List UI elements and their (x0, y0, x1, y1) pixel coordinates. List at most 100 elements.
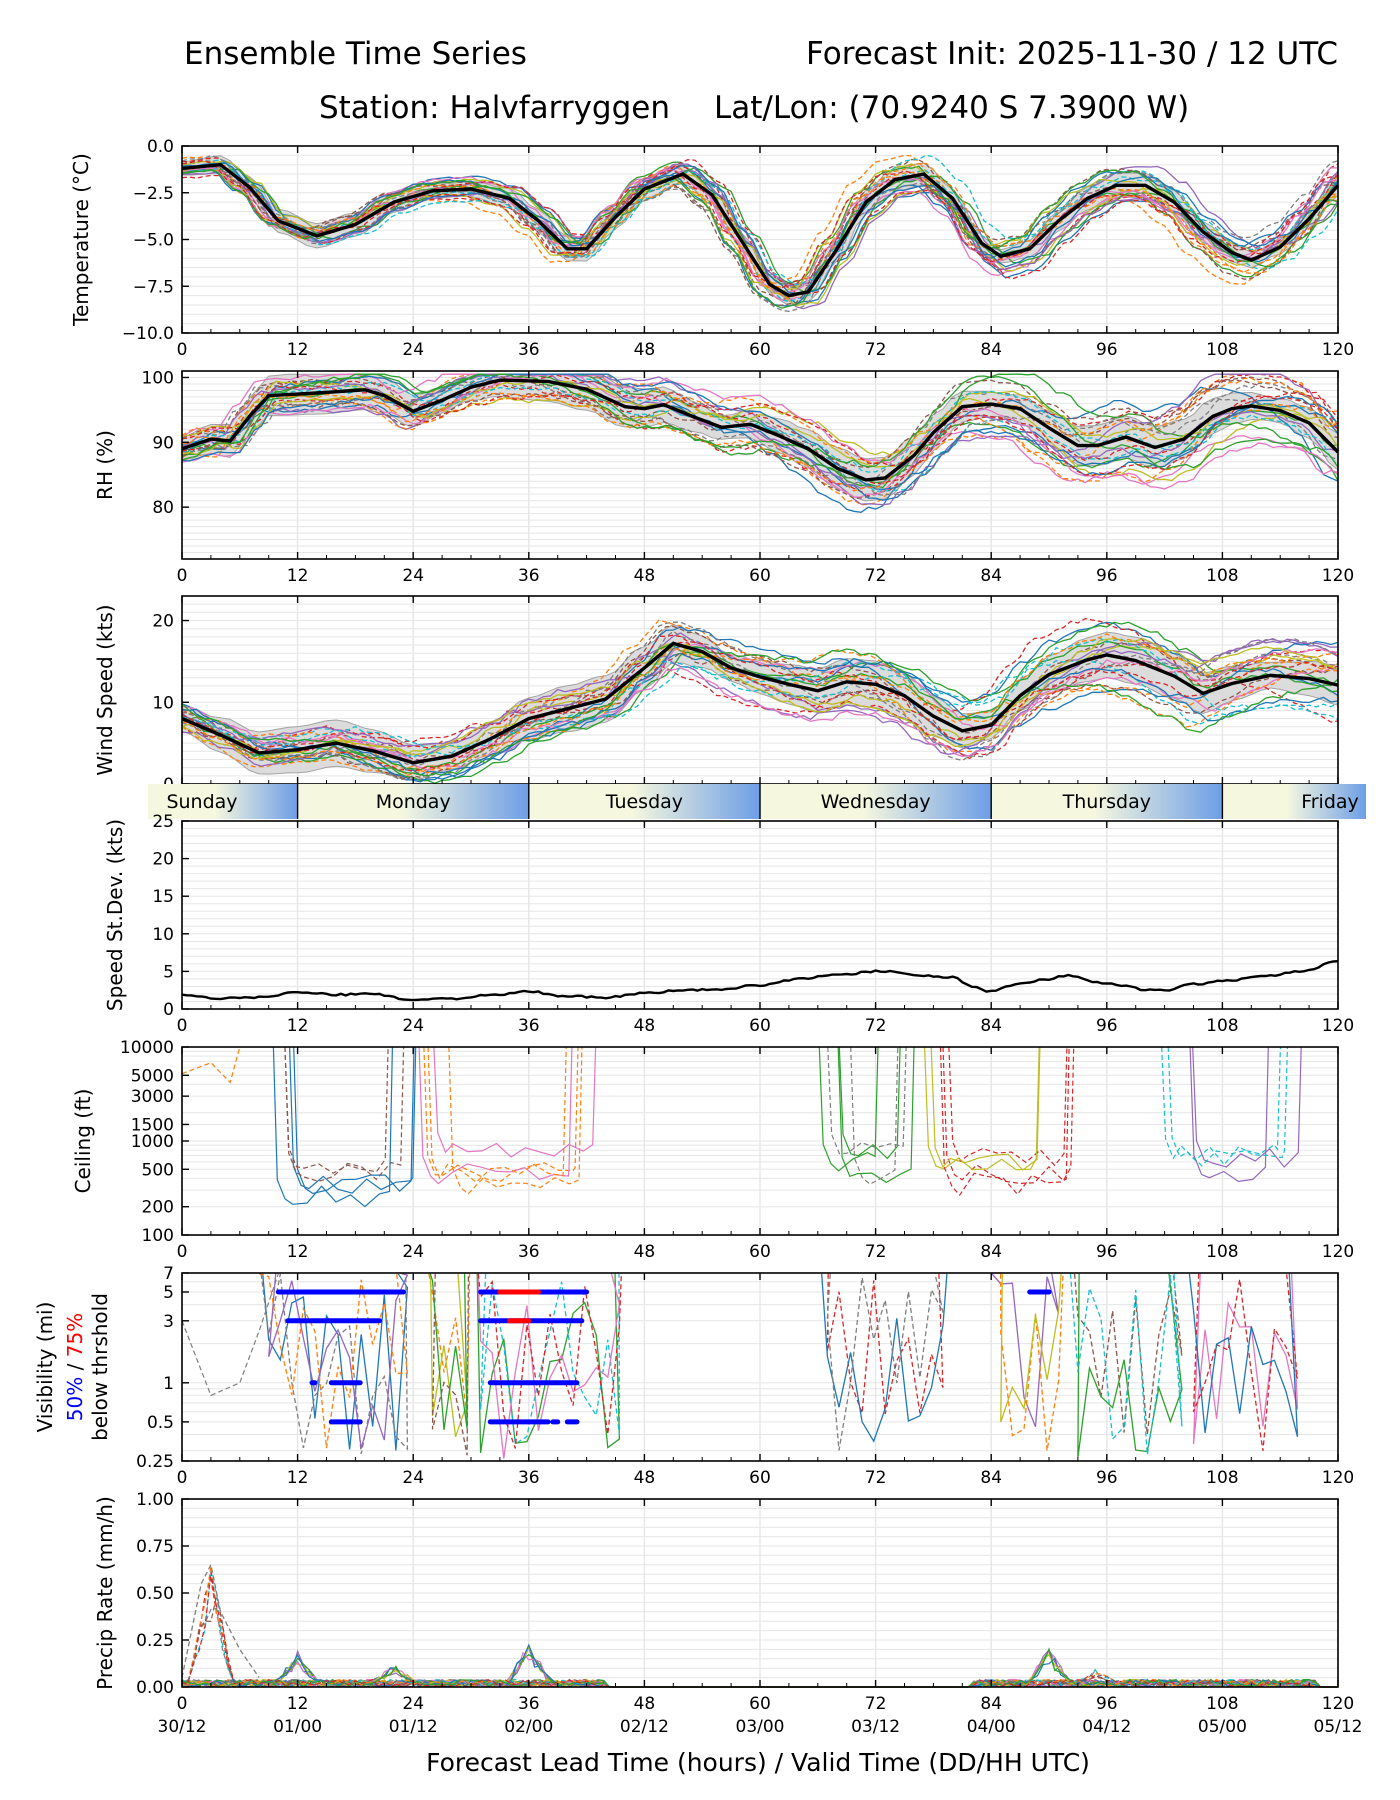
y-axis-label: Temperature (°C) (69, 153, 93, 327)
day-segment (760, 784, 992, 819)
x-tick-label: 12 (287, 1242, 309, 1262)
x-tick-label: 96 (1096, 1016, 1118, 1036)
ensemble-member-line (181, 373, 1339, 490)
visibility-member-line (428, 1273, 471, 1420)
day-label: Sunday (166, 791, 237, 813)
x-tick-label: 96 (1096, 340, 1118, 360)
valid-time-label: 02/12 (620, 1717, 669, 1737)
y-axis-label: Speed St.Dev. (kts) (103, 819, 127, 1011)
x-tick-label: 12 (287, 566, 309, 586)
ensemble-member-line (181, 373, 1339, 496)
visibility-member-line (1073, 1273, 1183, 1435)
y-tick-label: −7.5 (133, 277, 174, 297)
x-tick-label: 0 (177, 566, 188, 586)
visibility-threshold-label: below thrshold (88, 1293, 112, 1441)
y-tick-label: 0.25 (136, 1631, 174, 1651)
x-tick-label: 24 (402, 1468, 424, 1488)
y-axis-label: Ceiling (ft) (71, 1089, 95, 1194)
x-tick-label: 96 (1096, 1694, 1118, 1714)
ensemble-member-line (181, 658, 1339, 759)
x-tick-label: 36 (518, 1468, 540, 1488)
ensemble-member-line (181, 162, 1339, 294)
ensemble-member-line (181, 154, 1339, 313)
ensemble-member-line (181, 637, 1339, 751)
day-label: Thursday (1062, 791, 1151, 813)
y-axis-label: RH (%) (93, 430, 117, 500)
visibility-label: Visibility (mi) (33, 1302, 57, 1433)
y-tick-label: 10000 (120, 1038, 174, 1058)
legend-75pct: 75% (63, 1313, 87, 1357)
temperature-panel: −10.0 −7.5 −5.0 −2.5 0.0 0 12 24 36 48 60 72 84 96 108… (69, 137, 1354, 360)
valid-time-label: 01/00 (273, 1717, 322, 1737)
visibility-member-line (429, 1273, 468, 1430)
visibility-member-line (1000, 1273, 1062, 1423)
ceiling-member-line (448, 1046, 583, 1195)
ensemble-member-line (181, 641, 1339, 777)
ensemble-member-line (181, 377, 1339, 492)
ensemble-member-line (181, 166, 1339, 301)
x-tick-label: 36 (518, 1242, 540, 1262)
y-tick-label: −10.0 (122, 324, 174, 344)
x-tick-label: 84 (980, 1468, 1002, 1488)
ensemble-member-line (181, 373, 1339, 501)
ensemble-member-line (181, 390, 1339, 484)
y-tick-label: 100 (142, 1226, 174, 1246)
y-tick-label: 1500 (131, 1115, 174, 1135)
y-axis-label: Wind Speed (kts) (93, 604, 117, 775)
ceiling-member-line (272, 1046, 393, 1208)
legend-sep: / (63, 1357, 87, 1376)
wind-speed-panel: 0102001224364860728496108120Wind Speed (… (93, 595, 1354, 811)
visibility-member-line (1077, 1273, 1183, 1458)
y-tick-label: 3 (163, 1312, 174, 1332)
x-tick-label: 0 (177, 340, 188, 360)
day-of-week-band: Sunday Monday Tuesday Wednesday Thursday Frid… (148, 784, 1366, 819)
x-tick-label: 108 (1206, 1468, 1238, 1488)
x-tick-label: 36 (518, 340, 540, 360)
day-segment (148, 784, 298, 819)
x-tick-label: 48 (634, 1016, 656, 1036)
day-label: Monday (376, 791, 451, 813)
visibility-member-line (1188, 1273, 1299, 1437)
visibility-member-line (262, 1273, 409, 1451)
ceiling-member-line (427, 1046, 567, 1183)
y-tick-label: 5 (163, 962, 174, 982)
ensemble-member-line (181, 169, 1339, 309)
ceiling-member-line (838, 1046, 901, 1160)
x-tick-label: 12 (287, 1016, 309, 1036)
x-tick-label: 36 (518, 1016, 540, 1036)
valid-time-label: 01/12 (389, 1717, 438, 1737)
x-tick-label: 108 (1206, 340, 1238, 360)
x-tick-label: 84 (980, 1694, 1002, 1714)
precip-rate-panel: 0.00 0.25 0.50 0.75 1.00 0 12 24 36 48 60 72 84 96 108… (93, 1490, 1363, 1737)
ensemble-member-line (181, 373, 1339, 493)
x-tick-label: 84 (980, 1242, 1002, 1262)
x-tick-label: 36 (518, 1694, 540, 1714)
x-tick-label: 0 (177, 1242, 188, 1262)
valid-time-label: 04/00 (967, 1717, 1016, 1737)
visibility-member-line (260, 1273, 409, 1455)
visibility-member-line (826, 1273, 944, 1415)
x-tick-label: 72 (865, 1242, 887, 1262)
ceiling-member-line (1189, 1046, 1269, 1183)
y-tick-label: 1.00 (136, 1490, 174, 1510)
visibility-member-line (258, 1273, 409, 1449)
ceiling-member-line (850, 1046, 899, 1185)
x-tick-label: 84 (980, 566, 1002, 586)
y-tick-label: 90 (152, 433, 174, 453)
x-tick-label: 72 (865, 340, 887, 360)
x-tick-label: 24 (402, 1694, 424, 1714)
x-tick-label: 48 (634, 340, 656, 360)
x-tick-label: 24 (402, 1016, 424, 1036)
y-tick-label: 20 (152, 850, 174, 870)
y-tick-label: −2.5 (133, 184, 174, 204)
x-axis-label: Forecast Lead Time (hours) / Valid Time … (426, 1748, 1090, 1777)
y-tick-label: 25 (152, 812, 174, 832)
ceiling-member-line (423, 1046, 579, 1182)
visibility-panel: 0.25 0.5 1 3 57 0 12 24 36 48 60 72 84 96 108 120 Visibi… (33, 1264, 1354, 1488)
visibility-member-line (429, 1273, 468, 1438)
ceiling-member-line (818, 1046, 879, 1172)
x-tick-label: 108 (1206, 1016, 1238, 1036)
ceiling-member-line (293, 1046, 415, 1195)
x-tick-label: 120 (1322, 1694, 1354, 1714)
